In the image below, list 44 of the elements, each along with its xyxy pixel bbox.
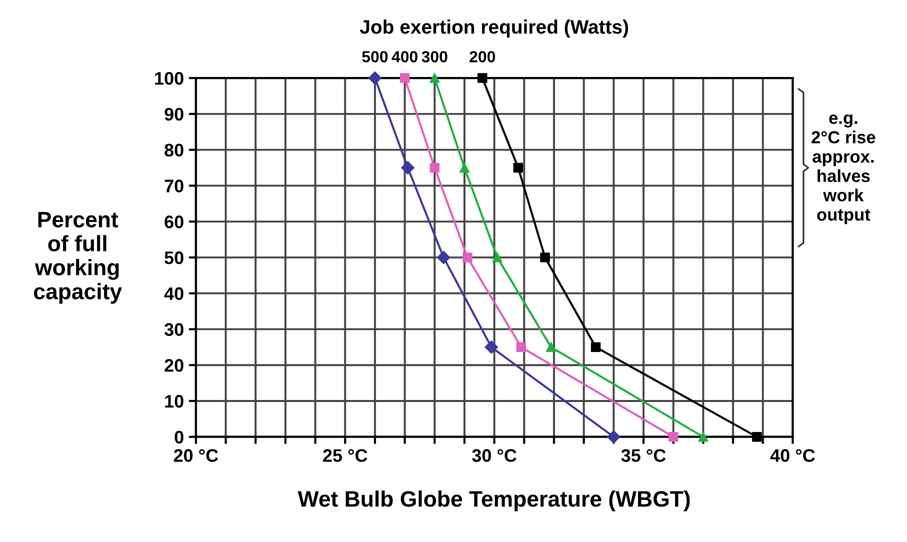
y-tick-label: 30 bbox=[164, 323, 184, 336]
x-tick-label: 25 °C bbox=[323, 449, 368, 462]
point bbox=[590, 342, 601, 352]
y-tick-label: 20 bbox=[164, 359, 184, 372]
point bbox=[513, 162, 524, 173]
point bbox=[400, 73, 410, 83]
point bbox=[478, 73, 488, 83]
x-tick-label: 40 °C bbox=[770, 449, 815, 462]
y-tick-label: 90 bbox=[164, 108, 184, 121]
y-tick-label: 50 bbox=[164, 251, 184, 264]
point bbox=[546, 342, 556, 352]
point bbox=[430, 73, 440, 83]
y-tick-label: 10 bbox=[165, 394, 184, 408]
y-tick-label: 80 bbox=[164, 144, 184, 157]
x-tick-label: 30 °C bbox=[472, 449, 517, 462]
y-tick-label: 0 bbox=[174, 430, 184, 444]
point bbox=[368, 71, 382, 85]
point bbox=[698, 432, 708, 442]
x-tick-label: 20 °C bbox=[174, 449, 218, 462]
point bbox=[540, 252, 550, 262]
point bbox=[462, 252, 472, 262]
point bbox=[401, 161, 414, 174]
series-label: 500 bbox=[362, 51, 388, 62]
point bbox=[430, 162, 440, 173]
point bbox=[484, 340, 498, 354]
x-tick-label: 35 °C bbox=[621, 449, 666, 462]
point bbox=[492, 252, 502, 262]
point bbox=[752, 432, 762, 442]
text: e.g. 2°C rise approx. halves work output bbox=[812, 114, 876, 224]
y-axis-title: Percent of full working capacity bbox=[34, 212, 122, 304]
point bbox=[516, 342, 526, 352]
point bbox=[668, 432, 678, 442]
series-label: 400 bbox=[392, 51, 418, 62]
series-label: 300 bbox=[422, 51, 448, 62]
point bbox=[437, 250, 450, 264]
chart-title: Job exertion required (Watts) bbox=[360, 20, 628, 38]
point bbox=[460, 162, 470, 173]
y-tick-label: 100 bbox=[155, 72, 184, 85]
x-axis-title: Wet Bulb Globe Temperature (WBGT) bbox=[298, 490, 690, 512]
series-label: 200 bbox=[470, 51, 496, 62]
point bbox=[607, 430, 620, 444]
y-tick-label: 40 bbox=[164, 287, 184, 300]
y-tick-label: 60 bbox=[164, 216, 184, 228]
y-tick-label: 70 bbox=[164, 180, 184, 192]
